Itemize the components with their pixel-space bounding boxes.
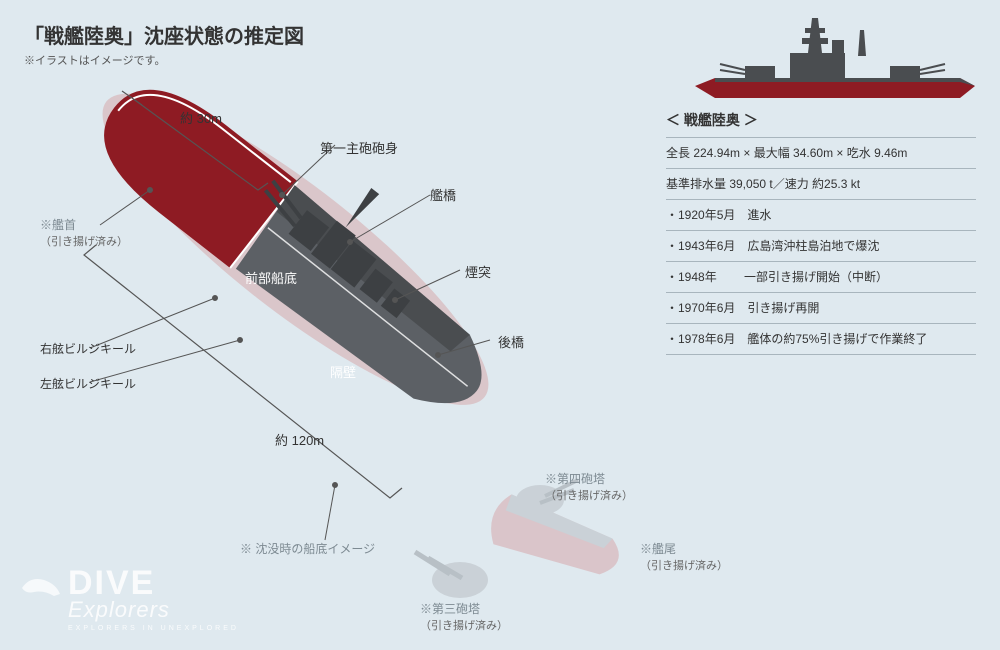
label-bow-note-text: ※艦首: [40, 218, 76, 232]
label-bow-note: ※艦首 （引き揚げ済み）: [40, 216, 128, 249]
label-turret3-sub: （引き揚げ済み）: [420, 617, 508, 633]
spec-timeline-2: ・1948年 一部引き揚げ開始（中断）: [666, 261, 976, 292]
label-aft-bridge: 後橋: [498, 332, 524, 351]
brand-logo: DIVE Explorers EXPLORERS IN UNEXPLORED: [20, 564, 239, 632]
spec-disp: 基準排水量 39,050 t／速力 約25.3 kt: [666, 168, 976, 199]
spec-timeline-4: ・1978年6月 艦体の約75%引き揚げで作業終了: [666, 323, 976, 355]
label-turret3: ※第三砲塔 （引き揚げ済み）: [420, 600, 508, 633]
label-bow-note-sub: （引き揚げ済み）: [40, 233, 128, 249]
label-stern: ※艦尾 （引き揚げ済み）: [640, 540, 728, 573]
label-120m: 約 120m: [275, 430, 324, 449]
label-bulkhead: 隔壁: [330, 362, 356, 381]
spec-timeline-3: ・1970年6月 引き揚げ再開: [666, 292, 976, 323]
label-funnel: 煙突: [465, 262, 491, 281]
label-front-hull: 前部船底: [245, 268, 297, 287]
spec-heading: ＜ 戦艦陸奥 ＞: [666, 110, 976, 131]
label-turret4-sub: （引き揚げ済み）: [545, 487, 633, 503]
label-turret3-text: ※第三砲塔: [420, 602, 480, 616]
label-gun1: 第一主砲砲身: [320, 138, 398, 157]
disclaimer: ※イラストはイメージです。: [24, 52, 165, 68]
logo-line2: Explorers: [68, 597, 239, 623]
label-turret4-text: ※第四砲塔: [545, 472, 605, 486]
spec-dims: 全長 224.94m × 最大幅 34.60m × 吃水 9.46m: [666, 137, 976, 168]
spec-timeline-1: ・1943年6月 広島湾沖柱島泊地で爆沈: [666, 230, 976, 261]
label-right-bilge: 右舷ビルジキール: [40, 340, 136, 357]
page-title: 「戦艦陸奥」沈座状態の推定図: [24, 20, 304, 49]
label-left-bilge: 左舷ビルジキール: [40, 375, 136, 392]
label-turret4: ※第四砲塔 （引き揚げ済み）: [545, 470, 633, 503]
diver-icon: [16, 568, 66, 602]
label-stern-text: ※艦尾: [640, 542, 676, 556]
ship-silhouette: [690, 8, 980, 103]
spec-box: ＜ 戦艦陸奥 ＞ 全長 224.94m × 最大幅 34.60m × 吃水 9.…: [666, 110, 976, 355]
label-seabed: ※ 沈没時の船底イメージ: [240, 540, 375, 557]
logo-line3: EXPLORERS IN UNEXPLORED: [68, 625, 239, 632]
label-bridge: 艦橋: [430, 185, 456, 204]
spec-timeline-0: ・1920年5月 進水: [666, 199, 976, 230]
label-30m: 約 30m: [180, 108, 222, 127]
label-stern-sub: （引き揚げ済み）: [640, 557, 728, 573]
